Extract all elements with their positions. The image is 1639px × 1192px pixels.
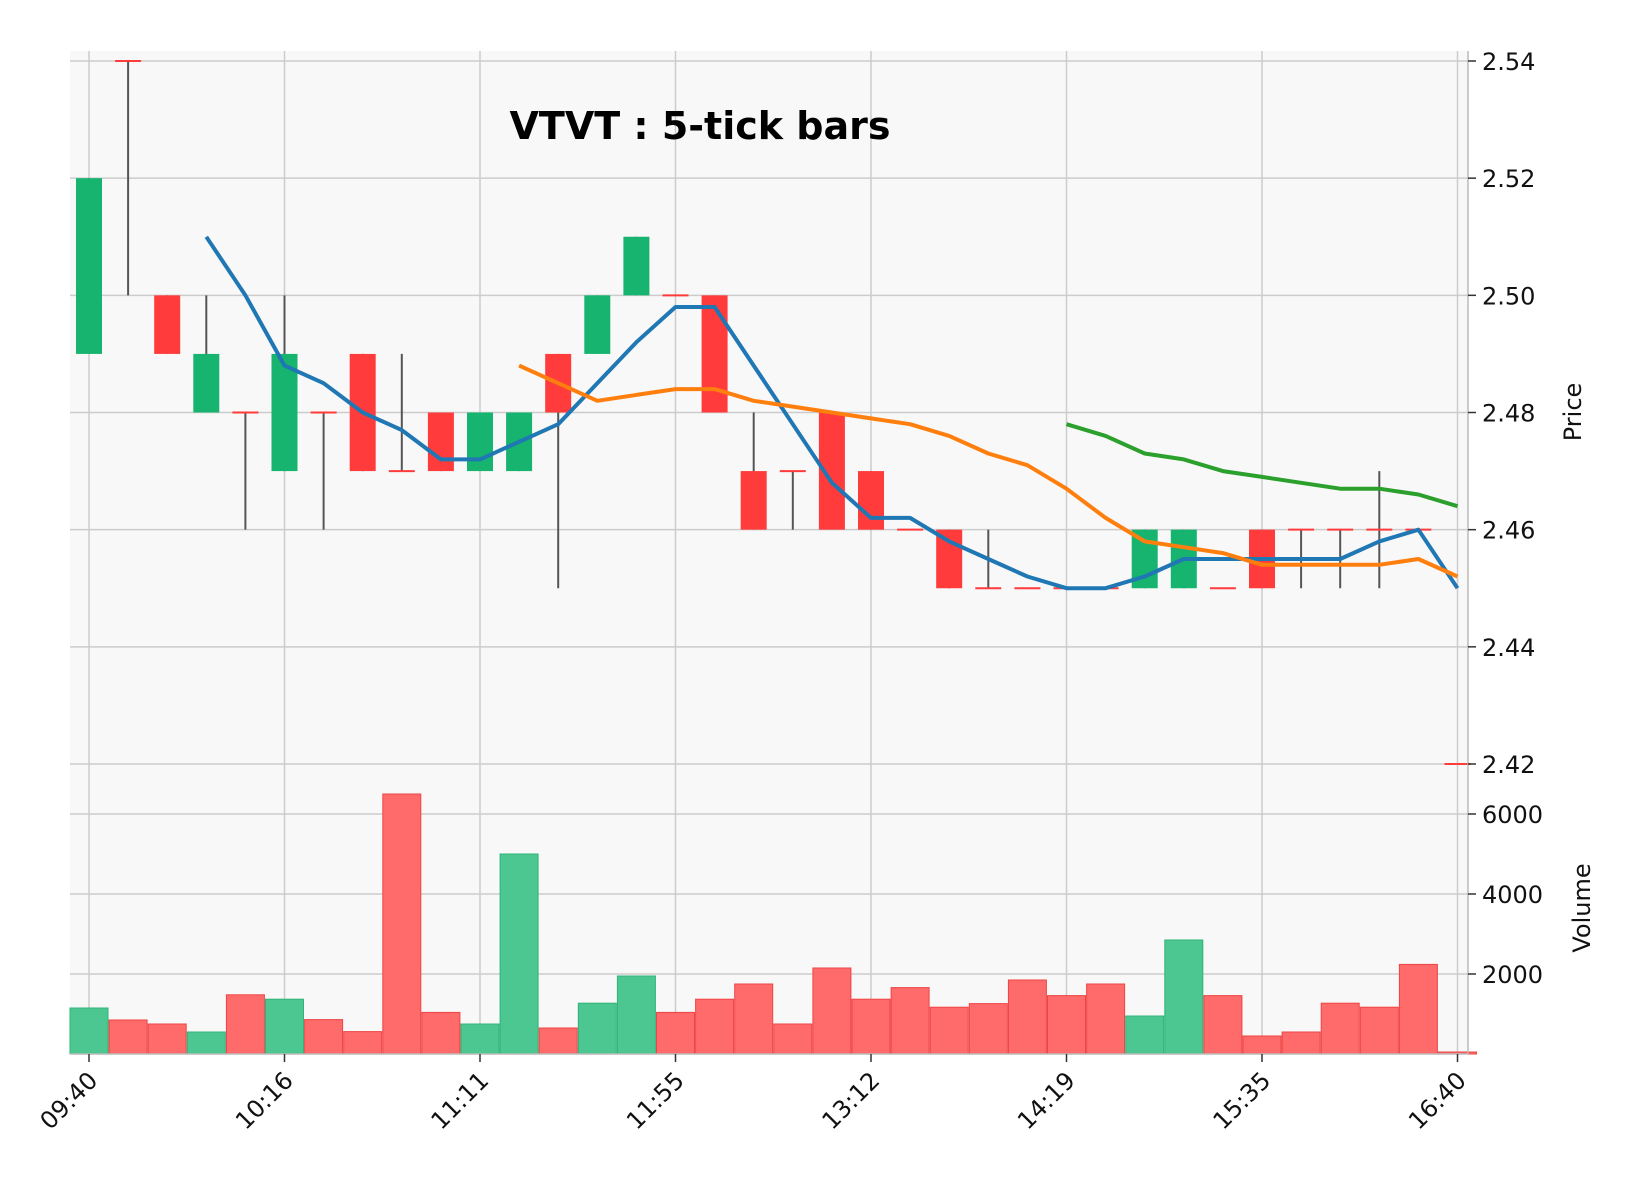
volume-tick-label: 4000 bbox=[1482, 881, 1543, 909]
volume-bar bbox=[147, 1023, 187, 1055]
volume-bar bbox=[616, 975, 656, 1055]
candle-body bbox=[584, 295, 611, 354]
price-panel-background bbox=[70, 51, 1468, 764]
x-tick-label: 11:55 bbox=[621, 1066, 690, 1135]
volume-bar bbox=[890, 987, 930, 1055]
volume-bar bbox=[1164, 939, 1204, 1055]
x-axis: 09:40 10:16 11:11 11:55 13:12 14:19 15:35 16:40 bbox=[35, 1054, 1472, 1135]
candle-body bbox=[858, 471, 884, 530]
x-tick-label: 14:19 bbox=[1012, 1066, 1081, 1135]
volume-bar bbox=[1086, 983, 1126, 1055]
volume-bar bbox=[929, 1006, 969, 1055]
volume-bar bbox=[812, 967, 852, 1055]
volume-bar bbox=[1242, 1035, 1282, 1055]
price-tick-label: 2.52 bbox=[1482, 165, 1535, 193]
candle-body bbox=[740, 471, 767, 530]
candle-body bbox=[271, 353, 298, 472]
x-tick-label: 13:12 bbox=[817, 1066, 886, 1135]
price-tick-label: 2.44 bbox=[1482, 634, 1535, 662]
candle-body bbox=[154, 295, 181, 354]
volume-bar bbox=[1047, 995, 1086, 1055]
volume-tick-label: 6000 bbox=[1482, 801, 1543, 829]
volume-bar bbox=[1007, 979, 1047, 1055]
moving-average-line-ma-mid bbox=[518, 363, 1459, 579]
candle-body bbox=[427, 412, 454, 472]
volume-bar bbox=[656, 1011, 695, 1055]
volume-bar bbox=[499, 853, 539, 1055]
volume-bar bbox=[1281, 1031, 1321, 1055]
volume-bar bbox=[460, 1023, 500, 1055]
moving-average-lines bbox=[204, 235, 1460, 591]
volume-bar bbox=[421, 1011, 461, 1055]
volume-axis-label: Volume bbox=[1568, 863, 1596, 952]
x-tick-label: 11:11 bbox=[426, 1066, 495, 1135]
candle-body bbox=[623, 236, 650, 296]
volume-bar bbox=[1125, 1015, 1165, 1055]
volume-bar bbox=[851, 998, 891, 1055]
price-axis: 2.42 2.44 2.46 2.48 2.50 2.52 2.54 bbox=[1468, 48, 1535, 779]
price-tick-label: 2.42 bbox=[1482, 751, 1535, 779]
volume-bar bbox=[108, 1019, 148, 1055]
x-tick-label: 15:35 bbox=[1208, 1066, 1277, 1135]
volume-bar bbox=[538, 1027, 578, 1055]
x-tick-label: 10:16 bbox=[230, 1066, 299, 1135]
volume-bar bbox=[734, 983, 774, 1055]
volume-bar bbox=[1398, 963, 1438, 1055]
volume-bars bbox=[69, 793, 1477, 1055]
volume-bar bbox=[69, 1007, 109, 1055]
volume-bar bbox=[577, 1002, 617, 1055]
volume-bar bbox=[1320, 1002, 1360, 1055]
x-tick-label: 16:40 bbox=[1403, 1066, 1472, 1135]
volume-axis: 2000 4000 6000 bbox=[1468, 801, 1543, 989]
volume-tick-label: 2000 bbox=[1482, 961, 1543, 989]
candle-body bbox=[467, 412, 493, 472]
volume-bar bbox=[1359, 1006, 1399, 1055]
volume-bar bbox=[343, 1031, 383, 1055]
candle-body bbox=[76, 178, 102, 354]
price-tick-label: 2.50 bbox=[1482, 282, 1535, 310]
volume-bar bbox=[1203, 995, 1243, 1055]
candle-body bbox=[193, 353, 220, 413]
price-axis-label: Price bbox=[1559, 383, 1587, 442]
volume-bar bbox=[265, 998, 304, 1055]
price-tick-label: 2.48 bbox=[1482, 400, 1535, 428]
volume-bar bbox=[968, 1003, 1008, 1055]
chart-title: VTVT : 5-tick bars bbox=[510, 104, 891, 148]
volume-bar bbox=[304, 1019, 344, 1055]
x-tick-label: 09:40 bbox=[35, 1066, 104, 1135]
moving-average-line-ma-long bbox=[1065, 422, 1459, 509]
volume-bar bbox=[186, 1031, 226, 1055]
volume-bar bbox=[225, 994, 265, 1055]
grid bbox=[70, 51, 1468, 1054]
volume-bar bbox=[382, 793, 422, 1055]
volume-bar bbox=[773, 1023, 813, 1055]
candle-body bbox=[936, 529, 963, 589]
volume-bar bbox=[695, 998, 735, 1055]
price-tick-label: 2.46 bbox=[1482, 517, 1535, 545]
price-tick-label: 2.54 bbox=[1482, 48, 1535, 76]
candle-body bbox=[701, 295, 728, 413]
